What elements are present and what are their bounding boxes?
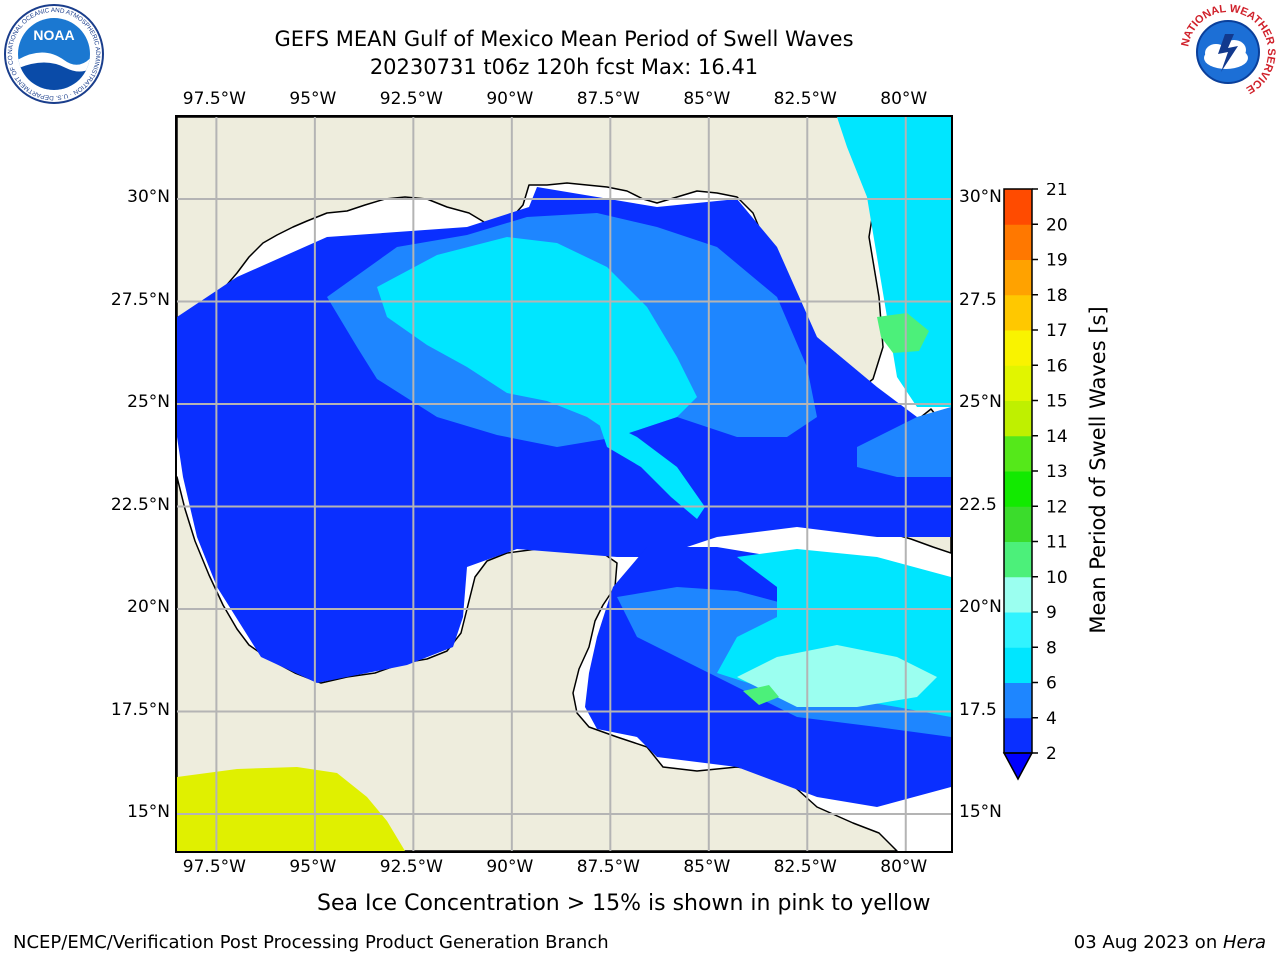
colorbar-segment xyxy=(1004,294,1032,331)
lon-tick-label: 87.5°W xyxy=(576,89,640,109)
lat-tick-label-left: 27.5°N xyxy=(110,289,170,310)
colorbar-segment xyxy=(1004,435,1032,472)
colorbar-segment xyxy=(1004,612,1032,648)
colorbar-segment xyxy=(1004,330,1032,366)
sea-ice-note: Sea Ice Concentration > 15% is shown in … xyxy=(317,891,931,916)
lat-tick-label-right: 20°N xyxy=(959,597,1002,617)
lon-tick-label: 95°W xyxy=(289,89,337,109)
colorbar-tick-label: 16 xyxy=(1046,356,1068,376)
colorbar-tick-label: 13 xyxy=(1046,462,1068,482)
swell-band-4-6-east xyxy=(857,407,951,477)
swell-band-8-9-south xyxy=(737,645,937,707)
lat-tick-label-right: 15°N xyxy=(959,802,1002,822)
footer-host: Hera xyxy=(1222,932,1266,953)
lon-tick-label: 85°W xyxy=(683,857,731,877)
lon-tick-label: 92.5°W xyxy=(379,89,443,109)
footer-date: 03 Aug 2023 on Hera xyxy=(1074,932,1266,953)
colorbar-tick-label: 10 xyxy=(1046,568,1068,588)
colorbar-tick-label: 21 xyxy=(1046,183,1068,200)
lon-tick-label: 90°W xyxy=(486,89,534,109)
lon-tick-label: 90°W xyxy=(486,857,534,877)
colorbar-segment xyxy=(1004,365,1032,401)
sea-ice-patch xyxy=(177,767,405,851)
lon-tick-label: 97.5°W xyxy=(182,89,246,109)
colorbar-tick-label: 17 xyxy=(1046,321,1068,341)
colorbar-label-wrap: Mean Period of Swell Waves [s] xyxy=(1085,182,1111,758)
colorbar-tick-label: 18 xyxy=(1046,286,1068,306)
lon-tick-label: 85°W xyxy=(683,89,731,109)
lon-tick-label: 92.5°W xyxy=(379,857,443,877)
colorbar-segment xyxy=(1004,400,1032,437)
colorbar-segment xyxy=(1004,541,1032,578)
lat-tick-label-left: 25°N xyxy=(127,392,170,412)
colorbar: 2 4 6 8 9 10 11 12 13 14 15 16 17 18 19 20 21 xyxy=(1002,183,1068,781)
colorbar-segment xyxy=(1004,717,1032,754)
noaa-logo: NATIONAL OCEANIC AND ATMOSPHERIC ADMINIS… xyxy=(4,4,104,104)
colorbar-segment xyxy=(1004,224,1032,260)
colorbar-segment xyxy=(1004,576,1032,613)
lat-tick-label-right: 27.5 xyxy=(959,289,997,310)
colorbar-segment xyxy=(1004,189,1032,225)
lat-tick-label-right: 17.5 xyxy=(959,699,997,720)
colorbar-tick-label: 6 xyxy=(1046,674,1057,694)
lon-tick-label: 95°W xyxy=(289,857,337,877)
lat-tick-label-left: 17.5°N xyxy=(110,699,170,720)
colorbar-tick-label: 9 xyxy=(1046,603,1057,623)
lat-tick-label-right: 30°N xyxy=(959,187,1002,207)
colorbar-tick-label: 12 xyxy=(1046,497,1068,517)
swell-band-9-10-south xyxy=(743,685,779,705)
colorbar-tick-label: 8 xyxy=(1046,638,1057,658)
lat-tick-label-left: 22.5°N xyxy=(110,494,170,515)
lon-tick-label: 82.5°W xyxy=(773,89,837,109)
colorbar-segment xyxy=(1004,259,1032,296)
colorbar-tick-label: 2 xyxy=(1046,744,1057,764)
colorbar-tick-label: 15 xyxy=(1046,392,1068,412)
colorbar-extend-arrow xyxy=(1002,752,1034,781)
svg-text:NOAA: NOAA xyxy=(33,27,74,43)
chart-subtitle: 20230731 t06z 120h fcst Max: 16.41 xyxy=(369,55,759,79)
map-panel xyxy=(175,115,953,853)
lat-tick-label-left: 30°N xyxy=(127,187,170,207)
colorbar-segment xyxy=(1004,471,1032,507)
colorbar-tick-label: 19 xyxy=(1046,251,1068,271)
colorbar-tick-label: 11 xyxy=(1046,533,1068,553)
colorbar-tick-label: 4 xyxy=(1046,709,1057,729)
swell-field xyxy=(177,117,951,851)
lat-tick-label-right: 22.5 xyxy=(959,494,997,515)
colorbar-segment xyxy=(1004,506,1032,542)
footer-date-text: 03 Aug 2023 on xyxy=(1073,932,1223,953)
chart-title: GEFS MEAN Gulf of Mexico Mean Period of … xyxy=(274,27,854,51)
colorbar-segment xyxy=(1004,682,1032,719)
lat-tick-label-right: 25°N xyxy=(959,392,1002,412)
graticule xyxy=(177,117,951,851)
swell-band-6-8-north xyxy=(377,237,697,437)
footer-credit: NCEP/EMC/Verification Post Processing Pr… xyxy=(13,932,609,953)
colorbar-tick-label: 14 xyxy=(1046,427,1068,447)
colorbar-segment xyxy=(1004,647,1032,683)
nws-logo: NATIONAL WEATHER SERVICE xyxy=(1179,4,1277,98)
lat-tick-label-left: 20°N xyxy=(127,597,170,617)
colorbar-tick-label: 20 xyxy=(1046,215,1068,235)
lon-tick-label: 87.5°W xyxy=(576,857,640,877)
lon-tick-label: 82.5°W xyxy=(773,857,837,877)
lon-tick-label: 80°W xyxy=(880,89,928,109)
swell-band-9-10-east xyxy=(877,313,929,353)
swell-yucatan-corridor xyxy=(597,417,705,519)
lat-tick-label-left: 15°N xyxy=(127,802,170,822)
lon-tick-label: 80°W xyxy=(880,857,928,877)
colorbar-label: Mean Period of Swell Waves [s] xyxy=(1086,306,1110,634)
lon-tick-label: 97.5°W xyxy=(182,857,246,877)
